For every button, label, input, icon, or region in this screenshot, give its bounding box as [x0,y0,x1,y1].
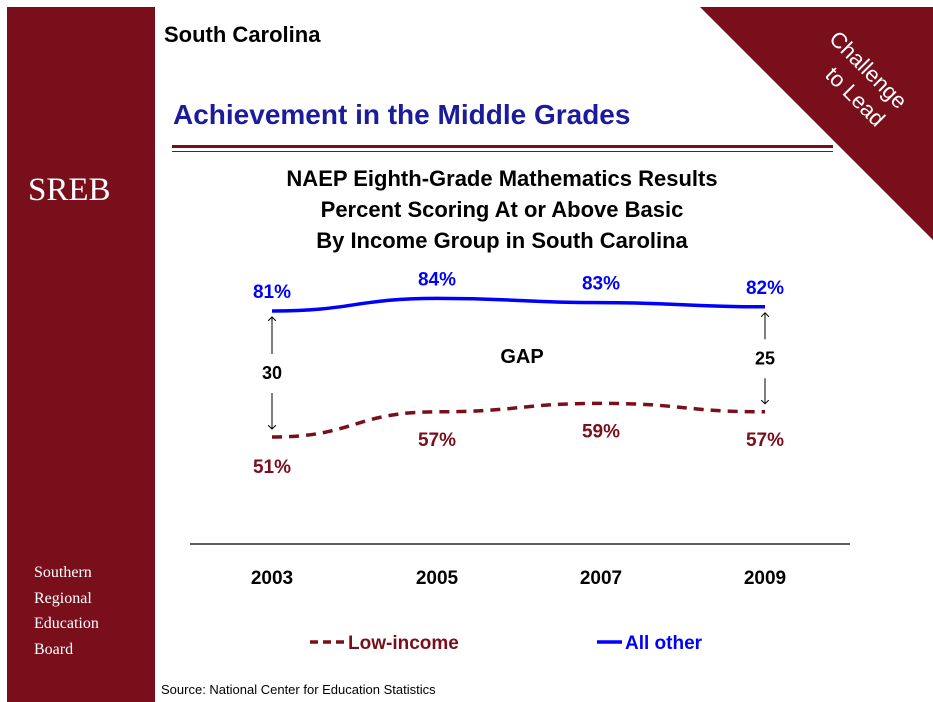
data-label: 51% [253,457,291,478]
x-tick-label: 2007 [580,568,622,589]
org-line: Southern [34,564,92,581]
data-label: 82% [746,278,784,299]
x-tick-label: 2005 [416,568,459,589]
gap-value: 30 [262,363,282,383]
data-label: 81% [253,282,291,303]
x-tick-label: 2009 [744,568,786,589]
series-line-low-income [271,401,766,439]
legend-label: Low-income [348,633,459,654]
chart-title: NAEP Eighth-Grade Mathematics Results Pe… [207,163,797,256]
chart-title-line: NAEP Eighth-Grade Mathematics Results [286,166,718,191]
data-label: 59% [582,421,620,442]
data-label: 57% [418,430,456,451]
title-divider [172,145,833,148]
organization-name: Southern Regional Education Board [34,560,99,662]
chart-title-line: Percent Scoring At or Above Basic [320,197,684,222]
x-tick-label: 2003 [251,568,293,589]
data-label: 57% [746,430,784,451]
gap-label: GAP [500,346,543,368]
data-label: 84% [418,269,456,290]
sidebar [7,7,155,702]
sreb-logo: SREB [28,172,111,208]
org-line: Regional [34,589,92,607]
org-line: Education [34,615,99,632]
legend-label: All other [625,633,703,654]
data-label: 83% [582,274,620,295]
section-title: Achievement in the Middle Grades [173,99,631,130]
gap-value: 25 [755,348,775,368]
org-line: Board [34,640,74,658]
series-line-all-other [271,296,766,313]
state-title: South Carolina [164,22,321,47]
title-divider-thin [172,151,833,152]
source-note: Source: National Center for Education St… [161,682,436,697]
chart-title-line: By Income Group in South Carolina [316,228,688,253]
